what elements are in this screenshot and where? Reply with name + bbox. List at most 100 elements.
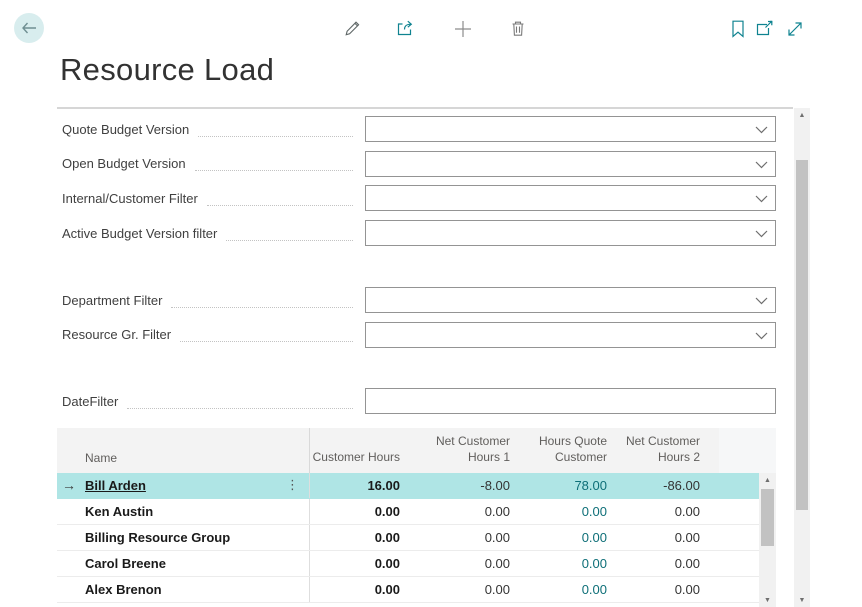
- table-scrollbar[interactable]: ▲ ▼: [759, 473, 776, 607]
- filter-value-input[interactable]: [366, 186, 775, 211]
- filter-label: Quote Budget Version: [62, 121, 190, 137]
- filter-row: Active Budget Version filter: [62, 220, 776, 247]
- table-row[interactable]: Carol Breene 0.00 0.00 0.00 0.00: [57, 551, 776, 577]
- row-filler: [705, 551, 719, 576]
- resource-name-link[interactable]: Ken Austin: [85, 504, 154, 519]
- dotted-leader: [226, 226, 353, 241]
- scroll-up-icon[interactable]: ▲: [764, 476, 771, 484]
- cell-net-customer-hours-2: 0.00: [674, 582, 700, 597]
- filter-value-input[interactable]: [366, 389, 775, 413]
- table-scrollbar-thumb[interactable]: [761, 489, 774, 546]
- cell-net-customer-hours-1: 0.00: [484, 582, 510, 597]
- cell-net-customer-hours-2: 0.00: [674, 556, 700, 571]
- dotted-leader: [180, 327, 353, 343]
- cell-customer-hours: 16.00: [367, 478, 400, 493]
- dotted-leader: [194, 156, 353, 172]
- cell-net-customer-hours-1: 0.00: [484, 530, 510, 545]
- cell-hours-quote-customer[interactable]: 0.00: [581, 582, 607, 597]
- filter-group-department: Department Filter Resource Gr. Filter: [62, 287, 776, 356]
- resource-name-link[interactable]: Bill Arden: [85, 478, 146, 493]
- row-actions-icon[interactable]: ⋮: [286, 477, 299, 492]
- page-title: Resource Load: [60, 52, 275, 87]
- cell-hours-quote-customer[interactable]: 0.00: [581, 530, 607, 545]
- filter-label: Internal/Customer Filter: [62, 190, 198, 206]
- filter-group-date: DateFilter: [62, 388, 776, 423]
- dotted-leader: [127, 394, 353, 409]
- open-in-window-icon[interactable]: [756, 20, 774, 37]
- cell-name[interactable]: Billing Resource Group: [57, 525, 310, 550]
- column-header-net-customer-hours-2[interactable]: Net Customer Hours 2: [612, 428, 705, 473]
- title-divider: [57, 107, 793, 109]
- scroll-down-icon[interactable]: ▼: [798, 596, 806, 604]
- dotted-leader: [206, 191, 353, 206]
- filter-combobox[interactable]: [365, 116, 776, 142]
- cell-net-customer-hours-2: 0.00: [674, 504, 700, 519]
- dotted-leader: [198, 122, 353, 137]
- cell-hours-quote-customer[interactable]: 78.00: [574, 478, 607, 493]
- filter-row: Internal/Customer Filter: [62, 185, 776, 212]
- dotted-leader: [171, 293, 353, 308]
- column-header-hours-quote-customer[interactable]: Hours Quote Customer: [515, 428, 612, 473]
- cell-name[interactable]: → Bill Arden ⋮: [57, 473, 310, 498]
- filter-combobox[interactable]: [365, 150, 776, 177]
- cell-name[interactable]: Carol Breene: [57, 551, 310, 576]
- row-filler: [705, 473, 719, 498]
- filter-value-input[interactable]: [366, 322, 775, 347]
- filter-combobox[interactable]: [365, 185, 776, 212]
- resource-name-link[interactable]: Billing Resource Group: [85, 530, 231, 545]
- filter-label: Active Budget Version filter: [62, 225, 218, 241]
- cell-hours-quote-customer[interactable]: 0.00: [581, 504, 607, 519]
- cell-customer-hours: 0.00: [374, 556, 400, 571]
- column-header-net-customer-hours-1[interactable]: Net Customer Hours 1: [405, 428, 515, 473]
- filter-value-input[interactable]: [366, 288, 775, 312]
- arrow-left-icon: [21, 22, 36, 34]
- filter-combobox[interactable]: [365, 287, 776, 313]
- filter-combobox[interactable]: [365, 321, 776, 348]
- header-corner: [719, 428, 776, 473]
- filter-row: Resource Gr. Filter: [62, 321, 776, 348]
- edit-pencil-icon[interactable]: [344, 20, 361, 37]
- filter-row: Quote Budget Version: [62, 116, 776, 142]
- new-plus-icon[interactable]: [454, 20, 472, 38]
- page-scrollbar[interactable]: ▲ ▼: [794, 108, 810, 607]
- back-button[interactable]: [14, 13, 44, 43]
- cell-net-customer-hours-2: -86.00: [663, 478, 700, 493]
- cell-customer-hours: 0.00: [374, 530, 400, 545]
- page-scrollbar-thumb[interactable]: [796, 160, 808, 510]
- share-icon[interactable]: [397, 20, 415, 37]
- filter-value-input[interactable]: [366, 221, 775, 246]
- row-filler: [705, 525, 719, 550]
- filter-value-input[interactable]: [366, 117, 775, 141]
- filter-group-budget: Quote Budget Version Open Budget Version…: [62, 116, 776, 255]
- resource-name-link[interactable]: Alex Brenon: [85, 582, 162, 597]
- table-row[interactable]: → Bill Arden ⋮ 16.00 -8.00 78.00 -86.00: [57, 473, 776, 499]
- cell-hours-quote-customer[interactable]: 0.00: [581, 556, 607, 571]
- cell-net-customer-hours-1: 0.00: [484, 504, 510, 519]
- filter-row: DateFilter: [62, 388, 776, 414]
- cell-net-customer-hours-2: 0.00: [674, 530, 700, 545]
- table-row[interactable]: Alex Brenon 0.00 0.00 0.00 0.00: [57, 577, 776, 603]
- column-header-customer-hours[interactable]: Customer Hours: [310, 428, 405, 473]
- cell-customer-hours: 0.00: [374, 504, 400, 519]
- cell-net-customer-hours-1: -8.00: [480, 478, 510, 493]
- delete-trash-icon[interactable]: [510, 20, 526, 37]
- table-body: → Bill Arden ⋮ 16.00 -8.00 78.00 -86.00 Ken Aus…: [57, 473, 776, 603]
- scroll-up-icon[interactable]: ▲: [798, 111, 806, 119]
- bookmark-icon[interactable]: [731, 20, 745, 38]
- cell-name[interactable]: Ken Austin: [57, 499, 310, 524]
- filter-label: Open Budget Version: [62, 156, 186, 172]
- scroll-down-icon[interactable]: ▼: [764, 596, 771, 604]
- filter-label: DateFilter: [62, 393, 119, 409]
- table-row[interactable]: Billing Resource Group 0.00 0.00 0.00 0.00: [57, 525, 776, 551]
- table-row[interactable]: Ken Austin 0.00 0.00 0.00 0.00: [57, 499, 776, 525]
- filter-combobox[interactable]: [365, 220, 776, 247]
- filter-value-input[interactable]: [366, 151, 775, 176]
- column-header-name[interactable]: Name: [57, 428, 310, 473]
- filter-label: Department Filter: [62, 292, 163, 308]
- expand-icon[interactable]: [786, 20, 804, 38]
- filter-row: Department Filter: [62, 287, 776, 313]
- cell-name[interactable]: Alex Brenon: [57, 577, 310, 602]
- filter-label: Resource Gr. Filter: [62, 327, 172, 343]
- resource-name-link[interactable]: Carol Breene: [85, 556, 166, 571]
- filter-input[interactable]: [365, 388, 776, 414]
